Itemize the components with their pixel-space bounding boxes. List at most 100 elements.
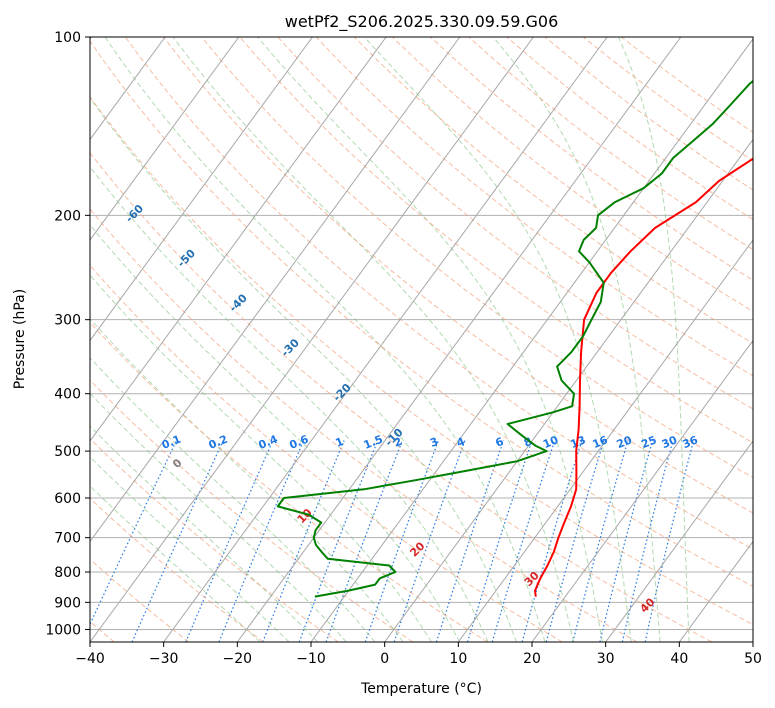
isotherm-line xyxy=(678,540,753,642)
moist-adiabat xyxy=(257,37,603,642)
mixing-ratio-label: 4 xyxy=(455,435,467,450)
dry-adiabat xyxy=(163,37,753,514)
moist-adiabat xyxy=(90,224,461,642)
isotherm-line xyxy=(531,339,753,642)
moist-adiabat xyxy=(90,392,347,642)
y-tick-label: 700 xyxy=(54,531,81,547)
dry-adiabat xyxy=(90,96,753,626)
isopleth-label: -30 xyxy=(279,336,302,359)
mixing-ratio-line xyxy=(90,440,178,626)
mixing-ratio-label: 20 xyxy=(615,433,634,451)
mixing-ratio-line xyxy=(131,440,224,642)
dry-adiabat xyxy=(90,40,753,588)
x-axis-label: Temperature (°C) xyxy=(360,681,482,697)
pressure-gridlines xyxy=(90,37,753,630)
mixing-ratio-lines xyxy=(90,440,695,642)
x-tick-label: 0 xyxy=(380,651,389,667)
dry-adiabat xyxy=(90,264,563,642)
mixing-ratio-line xyxy=(521,440,583,642)
isotherm-line xyxy=(605,440,753,642)
mixing-ratio-line xyxy=(545,440,605,642)
mixing-ratio-line xyxy=(393,440,466,642)
mixing-ratio-label: 1.5 xyxy=(362,433,385,452)
dry-adiabat xyxy=(201,37,753,479)
mixing-ratio-label: 10 xyxy=(541,433,560,451)
mixing-ratio-line xyxy=(466,440,533,642)
y-tick-label: 1000 xyxy=(45,622,81,638)
mixing-ratio-label: 36 xyxy=(681,433,700,451)
isotherm-line xyxy=(384,138,753,642)
isotherm-line xyxy=(90,37,461,543)
y-tick-label: 200 xyxy=(54,208,81,224)
x-tick-label: −30 xyxy=(149,651,179,667)
moist-adiabats xyxy=(90,37,690,642)
y-tick-label: 900 xyxy=(54,595,81,611)
moist-adiabat xyxy=(104,37,546,642)
moist-adiabat xyxy=(90,318,404,642)
mixing-ratio-line xyxy=(572,440,629,642)
x-tick-label: −10 xyxy=(296,651,326,667)
y-tick-label: 800 xyxy=(54,565,81,581)
dry-adiabat xyxy=(506,37,753,221)
y-tick-label: 100 xyxy=(54,30,81,46)
isotherm-line xyxy=(163,37,608,642)
x-tick-label: 30 xyxy=(597,651,615,667)
mixing-ratio-label: 30 xyxy=(660,433,679,451)
isotherm-line xyxy=(90,37,534,642)
mixing-ratio-line xyxy=(644,440,695,642)
mixing-ratio-label: 2 xyxy=(392,435,404,450)
moist-adiabat xyxy=(90,485,261,642)
mixing-ratio-label: 16 xyxy=(591,433,610,451)
moist-adiabat xyxy=(363,37,632,642)
dry-adiabat xyxy=(392,37,753,313)
profile-line xyxy=(276,79,753,598)
mixing-ratio-label: 3 xyxy=(428,435,440,450)
y-axis-label: Pressure (hPa) xyxy=(12,289,28,389)
isotherm-line xyxy=(457,239,753,642)
dry-adiabat xyxy=(90,152,712,642)
mixing-ratio-line xyxy=(491,440,556,642)
moist-adiabat xyxy=(492,37,661,642)
moist-adiabat xyxy=(90,97,517,642)
isotherm-line xyxy=(752,641,753,642)
dry-adiabat xyxy=(277,37,753,410)
mixing-ratio-label: 0.6 xyxy=(287,432,310,451)
isotherm-line xyxy=(90,37,166,141)
x-tick-label: 40 xyxy=(670,651,688,667)
moist-adiabat xyxy=(90,274,432,642)
x-tick-label: −20 xyxy=(223,651,253,667)
profile-line xyxy=(534,157,753,597)
isotherm-line xyxy=(90,37,313,342)
y-tick-label: 300 xyxy=(54,313,81,329)
isopleth-label: 20 xyxy=(407,539,427,559)
x-tick-label: 50 xyxy=(744,651,762,667)
dry-adiabat xyxy=(90,208,638,642)
moist-adiabat xyxy=(90,166,489,642)
chart-title: wetPf2_S206.2025.330.09.59.G06 xyxy=(285,12,559,32)
dry-adiabat xyxy=(430,37,753,281)
isopleth-label: -40 xyxy=(227,291,250,314)
isotherm-line xyxy=(90,37,387,442)
x-tick-label: 10 xyxy=(449,651,467,667)
mixing-ratio-label: 25 xyxy=(639,433,658,451)
mixing-ratio-label: 0.1 xyxy=(160,433,183,452)
mixing-ratio-label: 0.2 xyxy=(207,433,230,452)
moist-adiabat xyxy=(90,425,319,642)
mixing-ratio-line xyxy=(364,440,439,642)
moist-adiabat xyxy=(90,357,376,642)
isotherm-line xyxy=(90,37,240,241)
dry-adiabats xyxy=(90,37,753,642)
moist-adiabat xyxy=(617,37,690,642)
profile-series xyxy=(276,79,753,598)
x-axis-ticks: −40 −30 −20 −10 0 10 20 30 40 50 xyxy=(75,642,762,667)
mixing-ratio-line xyxy=(185,440,274,642)
mixing-ratio-label: 8 xyxy=(522,435,534,450)
isopleth-label: -50 xyxy=(175,246,198,269)
isopleth-label: -80 xyxy=(19,112,42,135)
dry-adiabat xyxy=(90,558,190,642)
isopleth-label: -20 xyxy=(331,381,354,404)
dry-adiabat xyxy=(90,497,264,642)
skewed-isotherms xyxy=(90,37,753,642)
y-axis-ticks: 100 200 300 400 500 600 700 800 900 1000 xyxy=(45,30,90,638)
